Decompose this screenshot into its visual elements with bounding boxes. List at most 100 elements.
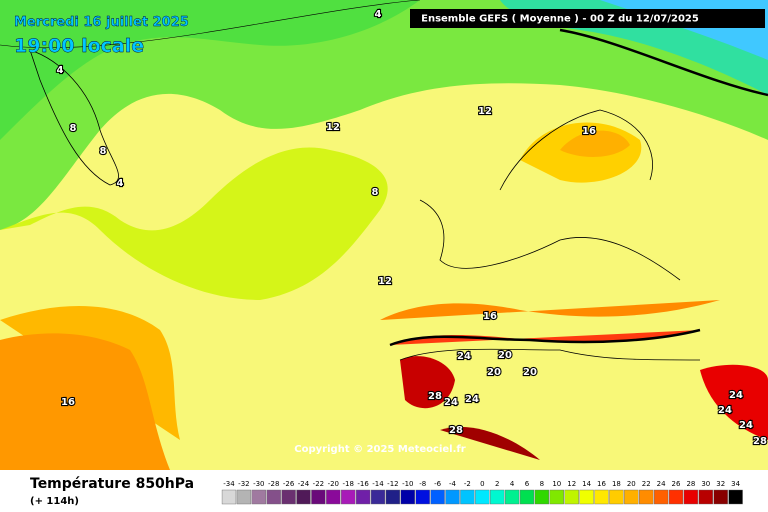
scale-swatch bbox=[445, 489, 460, 505]
scale-swatch bbox=[311, 489, 326, 505]
contour-label: 8 bbox=[100, 146, 107, 157]
scale-label: -2 bbox=[464, 480, 471, 488]
scale-label: -6 bbox=[434, 480, 442, 488]
scale-label: 0 bbox=[480, 480, 484, 488]
scale-swatch bbox=[683, 489, 699, 505]
scale-label: -14 bbox=[372, 480, 384, 488]
scale-label: 32 bbox=[716, 480, 725, 488]
scale-label: -8 bbox=[419, 480, 426, 488]
scale-label: -16 bbox=[357, 480, 369, 488]
scale-label: -30 bbox=[253, 480, 264, 488]
scale-label: -4 bbox=[449, 480, 457, 488]
contour-label: 8 bbox=[372, 187, 379, 198]
scale-swatch bbox=[594, 489, 609, 505]
scale-label: 30 bbox=[701, 480, 710, 488]
contour-label: 28 bbox=[428, 391, 442, 402]
scale-label: 10 bbox=[552, 480, 561, 488]
scale-swatch bbox=[519, 489, 535, 505]
scale-swatch bbox=[564, 489, 579, 505]
scale-label: 2 bbox=[495, 480, 499, 488]
contour-label: 8 bbox=[70, 123, 77, 134]
scale-swatch bbox=[668, 489, 684, 505]
scale-swatch bbox=[639, 489, 654, 505]
scale-swatch bbox=[460, 489, 475, 505]
contour-label: 12 bbox=[378, 276, 392, 287]
contour-label: 4 bbox=[57, 65, 64, 76]
contour-label: 24 bbox=[444, 397, 458, 408]
scale-swatch bbox=[490, 489, 505, 505]
scale-label: 28 bbox=[686, 480, 695, 488]
contour-label: 24 bbox=[729, 390, 743, 401]
scale-label: 20 bbox=[627, 480, 636, 488]
contour-label: 20 bbox=[498, 350, 512, 361]
scale-label: -22 bbox=[313, 480, 324, 488]
contour-label: 24 bbox=[739, 420, 753, 431]
scale-swatch bbox=[341, 489, 356, 505]
contour-label: 16 bbox=[61, 397, 75, 408]
contour-label: 16 bbox=[582, 126, 596, 137]
scale-swatch bbox=[549, 489, 564, 505]
scale-label: 16 bbox=[597, 480, 606, 488]
scale-swatch bbox=[504, 489, 520, 505]
scale-swatch bbox=[475, 489, 490, 505]
variable-name: Température 850hPa bbox=[30, 476, 194, 492]
scale-label: -26 bbox=[283, 480, 295, 488]
scale-label: -18 bbox=[342, 480, 353, 488]
scale-label: 34 bbox=[731, 480, 740, 488]
copyright: Copyright © 2025 Meteociel.fr bbox=[294, 444, 465, 455]
scale-label: -20 bbox=[328, 480, 339, 488]
contour-label: 24 bbox=[465, 394, 479, 405]
scale-label: 18 bbox=[612, 480, 621, 488]
contour-label: 28 bbox=[449, 425, 463, 436]
scale-swatch bbox=[266, 489, 281, 505]
contour-label: 4 bbox=[117, 178, 124, 189]
contour-label: 4 bbox=[375, 9, 382, 20]
scale-swatch bbox=[609, 489, 624, 505]
forecast-time: 19:00 locale bbox=[14, 35, 144, 57]
scale-label: -34 bbox=[223, 480, 235, 488]
contour-label: 28 bbox=[753, 436, 767, 447]
scale-swatch bbox=[713, 489, 728, 505]
run-info: Ensemble GEFS ( Moyenne ) - 00 Z du 12/0… bbox=[421, 14, 699, 25]
scale-swatch bbox=[385, 489, 401, 505]
scale-swatch bbox=[579, 489, 594, 505]
scale-label: -24 bbox=[298, 480, 310, 488]
scale-label: -32 bbox=[238, 480, 249, 488]
scale-label: 12 bbox=[567, 480, 576, 488]
contour-label: 12 bbox=[326, 122, 340, 133]
contour-label: 12 bbox=[478, 106, 492, 117]
scale-swatch bbox=[236, 489, 252, 505]
scale-swatch bbox=[326, 489, 341, 505]
contour-label: 20 bbox=[487, 367, 501, 378]
scale-swatch bbox=[296, 489, 311, 505]
scale-swatch bbox=[355, 489, 371, 505]
scale-swatch bbox=[370, 489, 386, 505]
scale-swatch bbox=[728, 489, 743, 505]
scale-label: 26 bbox=[672, 480, 681, 488]
scale-swatch bbox=[281, 489, 296, 505]
scale-swatch bbox=[251, 489, 266, 505]
scale-label: 14 bbox=[582, 480, 591, 488]
scale-swatch bbox=[534, 489, 550, 505]
scale-label: -12 bbox=[387, 480, 398, 488]
scale-label: 24 bbox=[657, 480, 666, 488]
scale-swatch bbox=[624, 489, 639, 505]
scale-label: -28 bbox=[268, 480, 279, 488]
contour-label: 20 bbox=[523, 367, 537, 378]
contour-label: 24 bbox=[457, 351, 471, 362]
lead-time: (+ 114h) bbox=[30, 496, 79, 507]
scale-swatch bbox=[221, 489, 237, 505]
run-box bbox=[410, 9, 765, 28]
color-scale: -34 -32 -30 -28 -26 -24 -22 -20 -18 -16 -14 -12 -10-… bbox=[221, 480, 743, 505]
scale-swatch bbox=[430, 489, 445, 505]
contour-label: 24 bbox=[718, 405, 732, 416]
temperature-field bbox=[0, 0, 768, 470]
forecast-date: Mercredi 16 juillet 2025 bbox=[14, 15, 189, 30]
scale-label: 6 bbox=[525, 480, 530, 488]
scale-swatch bbox=[698, 489, 713, 505]
scale-swatch bbox=[653, 489, 669, 505]
scale-label: -10 bbox=[402, 480, 413, 488]
contour-label: 16 bbox=[483, 311, 497, 322]
